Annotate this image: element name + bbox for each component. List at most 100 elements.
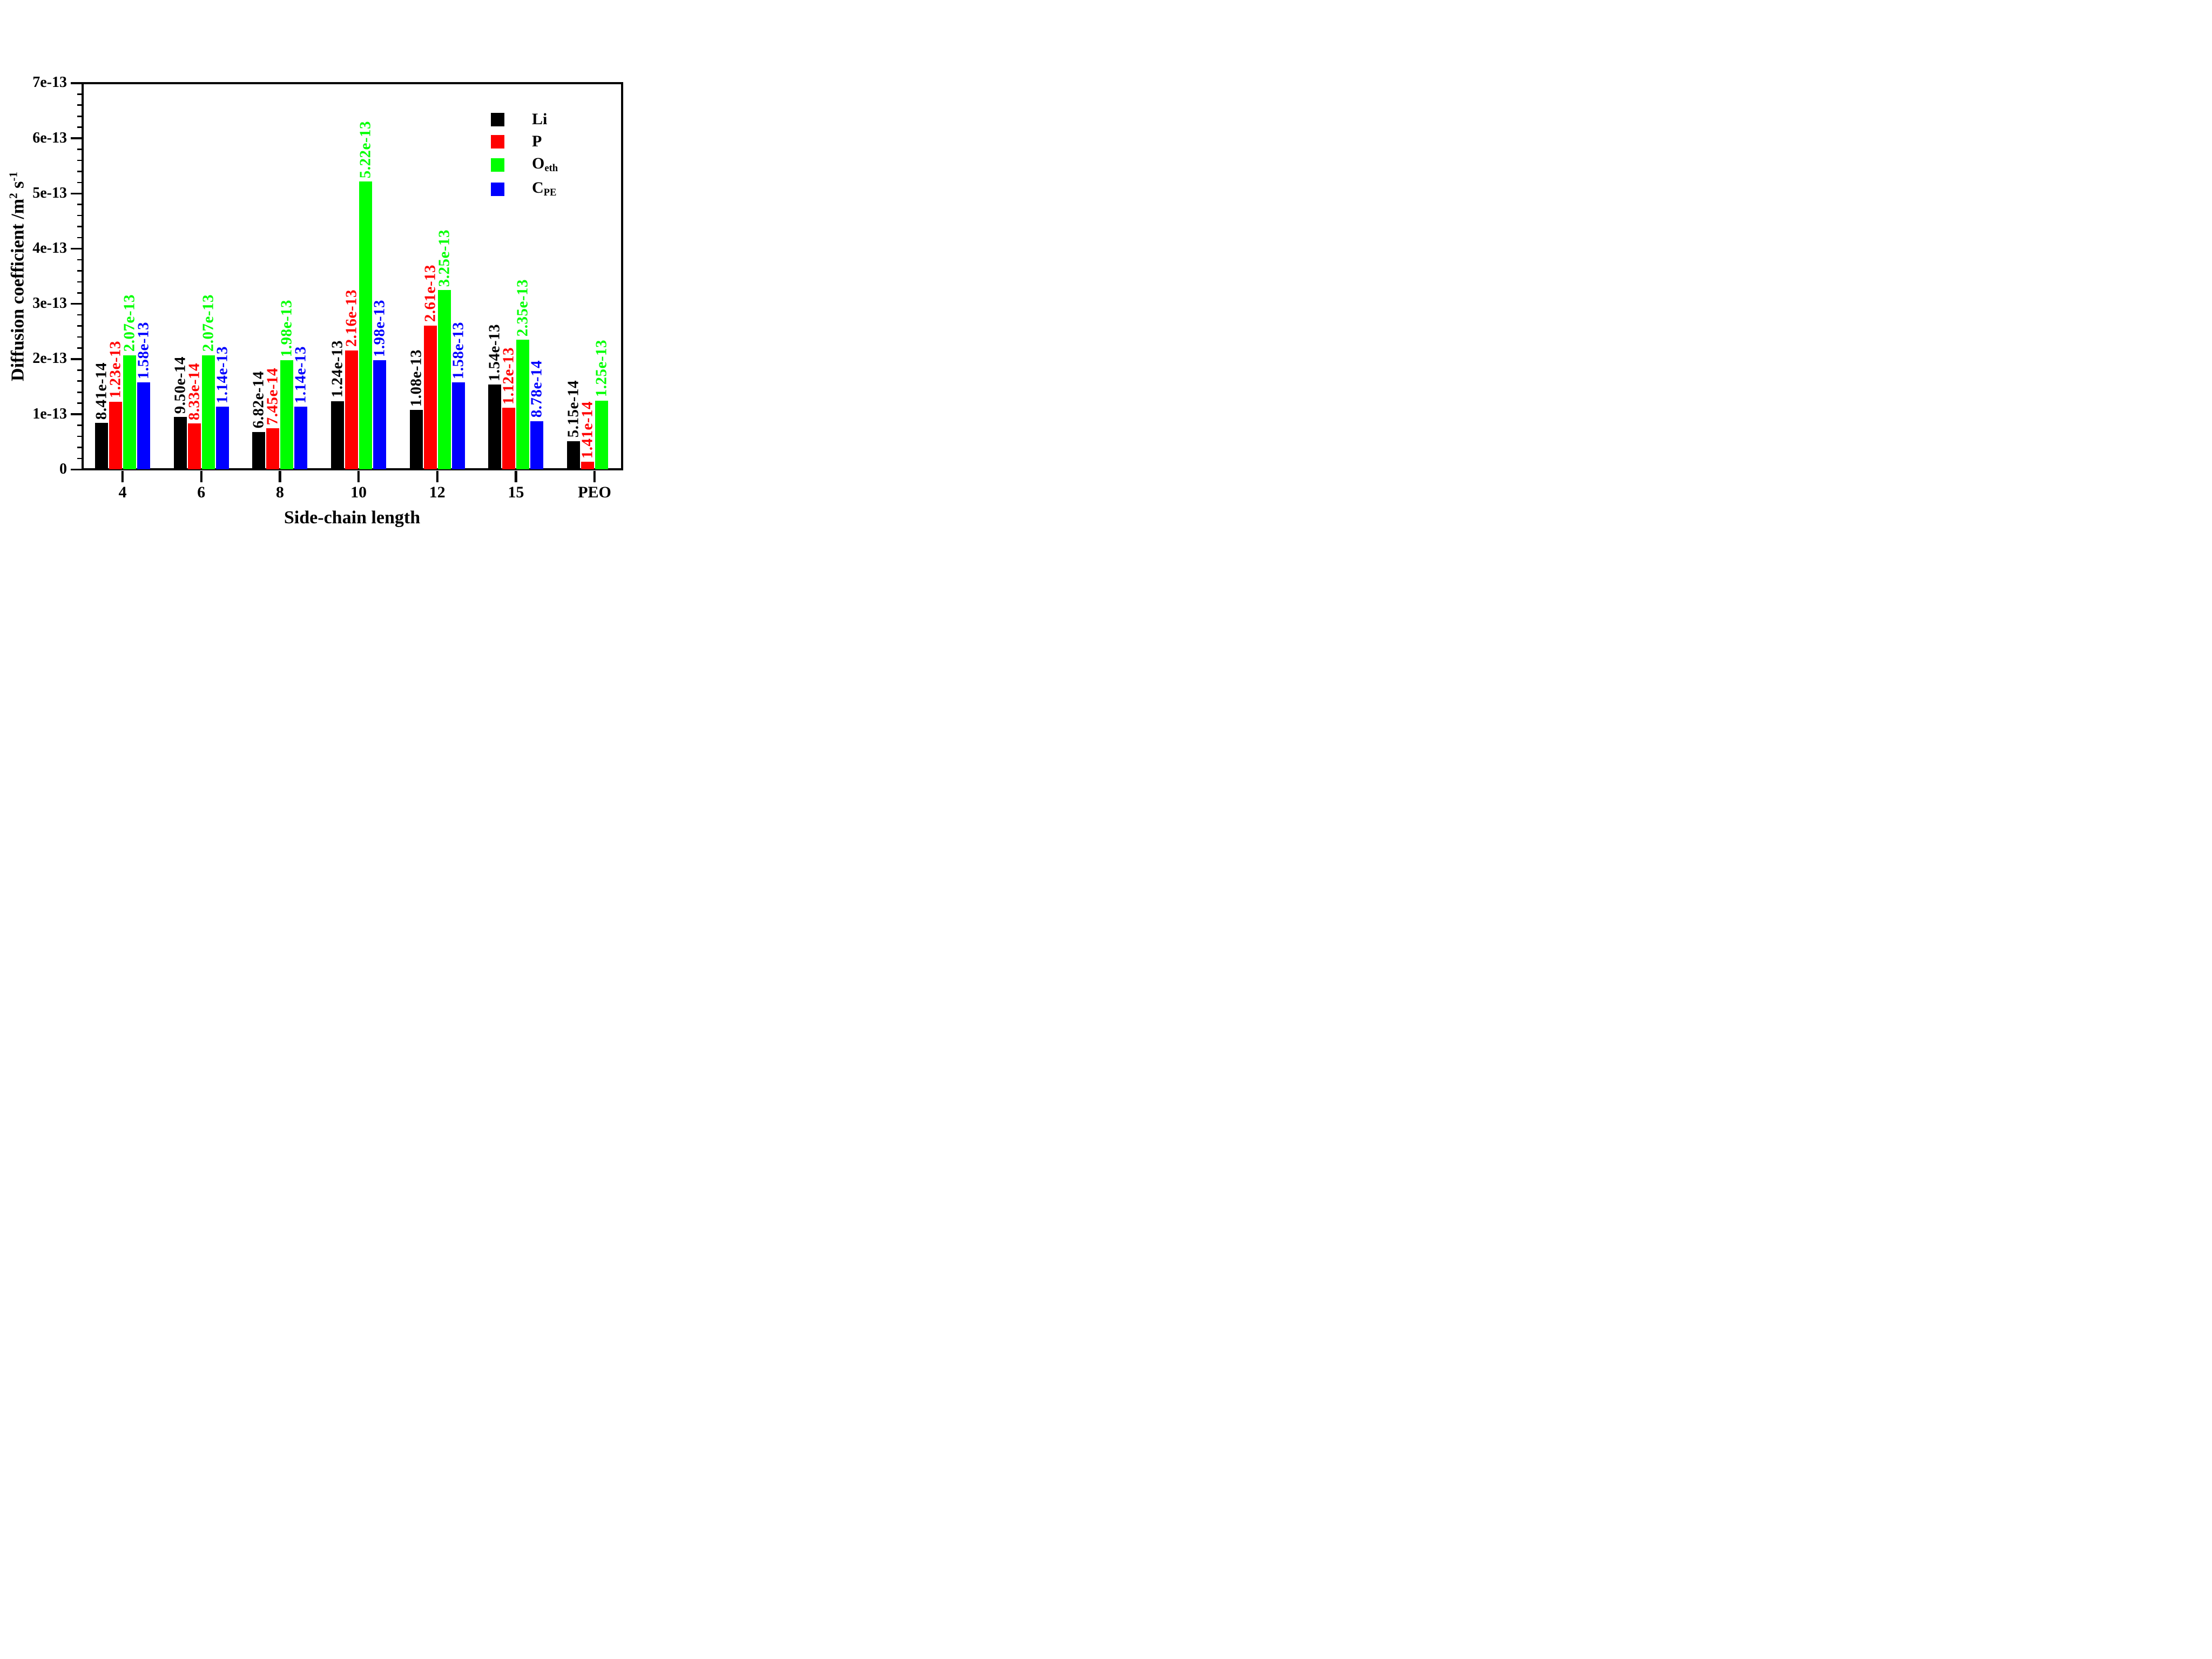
bar-value-label: 1.14e-13 xyxy=(213,346,231,403)
y-minor-tick xyxy=(77,457,82,460)
x-tick xyxy=(436,470,439,482)
bar-value-label: 3.25e-13 xyxy=(435,229,453,287)
bar-P-12 xyxy=(423,325,437,470)
y-minor-tick xyxy=(77,93,82,95)
bar-value-label: 2.16e-13 xyxy=(342,289,360,347)
bar-value-label: 1.58e-13 xyxy=(449,321,467,379)
legend-label-CPE: CPE xyxy=(532,179,556,199)
bar-Li-12 xyxy=(409,409,423,470)
bar-Li-PEO xyxy=(567,441,581,470)
y-minor-tick xyxy=(77,435,82,437)
y-minor-tick xyxy=(77,115,82,117)
x-axis-title: Side-chain length xyxy=(284,509,420,527)
bar-CPE-15 xyxy=(530,421,544,470)
plot-frame xyxy=(82,82,623,471)
y-minor-tick xyxy=(77,270,82,272)
bar-value-label: 1.08e-13 xyxy=(407,349,425,407)
y-major-tick xyxy=(70,137,82,139)
x-tick xyxy=(515,470,517,482)
bar-value-label: 1.98e-13 xyxy=(370,299,388,357)
y-major-tick xyxy=(70,468,82,470)
bar-Oeth-6 xyxy=(201,355,215,470)
y-axis-title-sup-minus1: -1 xyxy=(6,172,20,181)
y-minor-tick xyxy=(77,214,82,217)
y-minor-tick xyxy=(77,171,82,172)
bar-value-label: 8.33e-14 xyxy=(185,362,203,421)
x-tick-label-4: 4 xyxy=(118,483,127,501)
x-tick-label-12: 12 xyxy=(429,483,446,501)
bar-value-label: 1.12e-13 xyxy=(500,347,517,404)
bar-Oeth-15 xyxy=(516,340,530,470)
x-axis-title-text: Side-chain length xyxy=(284,508,421,528)
y-axis-title-sup-2: 2 xyxy=(6,193,20,199)
y-minor-tick xyxy=(77,424,82,426)
bar-Li-8 xyxy=(252,431,266,470)
legend-item-Oeth: Oeth xyxy=(491,155,558,174)
legend-item-CPE: CPE xyxy=(491,179,558,199)
bar-Oeth-4 xyxy=(123,355,137,470)
legend-label-text: P xyxy=(532,132,542,150)
y-minor-tick xyxy=(77,226,82,227)
bar-P-10 xyxy=(345,350,359,470)
y-minor-tick xyxy=(77,347,82,349)
bar-CPE-12 xyxy=(451,382,465,470)
y-major-tick xyxy=(70,247,82,250)
y-minor-tick xyxy=(77,447,82,448)
y-tick-label: 7e-13 xyxy=(32,74,67,91)
x-tick xyxy=(593,470,596,482)
y-minor-tick xyxy=(77,204,82,206)
y-minor-tick xyxy=(77,380,82,382)
bar-P-15 xyxy=(502,407,516,470)
legend-swatch-CPE xyxy=(491,182,504,196)
bar-value-label: 5.22e-13 xyxy=(356,120,374,178)
y-minor-tick xyxy=(77,259,82,261)
bar-value-label: 1.58e-13 xyxy=(134,321,152,379)
y-major-tick xyxy=(70,413,82,415)
y-major-tick xyxy=(70,358,82,360)
y-minor-tick xyxy=(77,314,82,316)
y-major-tick xyxy=(70,82,82,84)
y-tick-label: 5e-13 xyxy=(32,184,67,201)
legend: Li P Oeth CPE xyxy=(491,111,558,204)
bar-Oeth-8 xyxy=(280,360,294,470)
legend-label-subscript: PE xyxy=(543,187,557,199)
bar-CPE-10 xyxy=(373,360,387,470)
legend-label-text: Li xyxy=(532,110,548,128)
x-tick-label-15: 15 xyxy=(508,483,524,501)
bar-CPE-6 xyxy=(215,406,229,470)
x-tick xyxy=(279,470,281,482)
legend-item-Li: Li xyxy=(491,111,558,128)
legend-label-text: O xyxy=(532,154,545,172)
legend-label-Li: Li xyxy=(532,111,547,128)
y-minor-tick xyxy=(77,104,82,106)
y-tick-label: 2e-13 xyxy=(32,350,67,367)
y-minor-tick xyxy=(77,369,82,371)
legend-swatch-P xyxy=(491,134,504,149)
y-minor-tick xyxy=(77,126,82,128)
y-tick-label: 3e-13 xyxy=(32,295,67,312)
bar-P-6 xyxy=(187,423,201,470)
bar-Li-4 xyxy=(95,423,109,470)
bar-value-label: 1.24e-13 xyxy=(328,340,346,398)
y-minor-tick xyxy=(77,325,82,327)
y-minor-tick xyxy=(77,149,82,150)
bar-value-label: 1.14e-13 xyxy=(292,346,309,403)
chart-canvas: 8.41e-14 1.23e-13 2.07e-13 1.58e-13 9.50e-14… xyxy=(0,0,737,553)
y-minor-tick xyxy=(77,402,82,404)
y-minor-tick xyxy=(77,292,82,294)
bar-Oeth-10 xyxy=(359,181,373,470)
x-tick-label-10: 10 xyxy=(350,483,367,501)
y-major-tick xyxy=(70,192,82,194)
bar-P-4 xyxy=(109,401,123,470)
bar-value-label: 2.35e-13 xyxy=(514,279,531,337)
legend-item-P: P xyxy=(491,133,558,150)
y-tick-label: 4e-13 xyxy=(32,240,67,257)
y-axis-title-text: Diffusion coefficient /m xyxy=(8,198,28,381)
y-axis-title: Diffusion coefficient /m2 s-1 xyxy=(6,172,29,381)
legend-label-Oeth: Oeth xyxy=(532,155,558,174)
bar-P-PEO xyxy=(581,461,595,470)
bar-CPE-4 xyxy=(137,382,151,470)
y-axis-title-text-2: s xyxy=(8,181,28,193)
bar-Oeth-PEO xyxy=(595,400,609,470)
bar-Li-6 xyxy=(173,417,187,470)
